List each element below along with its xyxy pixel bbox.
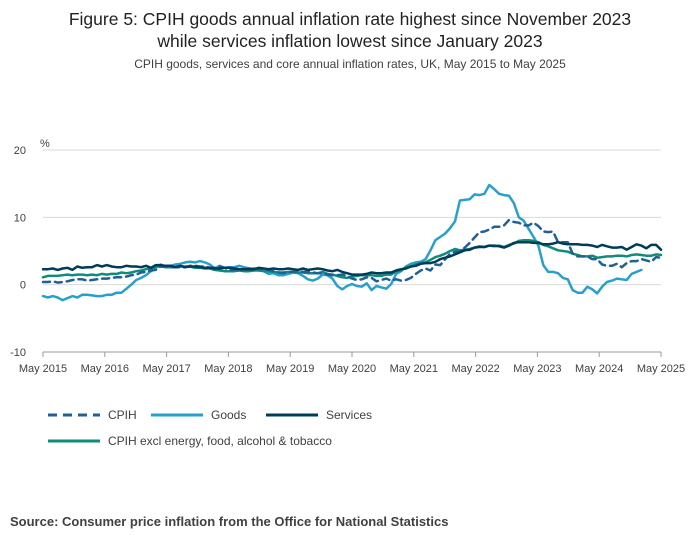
legend-swatch-cpih xyxy=(48,413,100,417)
chart-title-line-2: while services inflation lowest since Ja… xyxy=(157,31,543,51)
legend-swatch-goods xyxy=(151,413,203,417)
x-tick-label: May 2015 xyxy=(19,363,67,375)
x-tick-label: May 2019 xyxy=(266,363,314,375)
series-line-services[interactable] xyxy=(41,240,663,276)
x-tick-label: May 2025 xyxy=(637,363,685,375)
x-tick-label: May 2021 xyxy=(390,363,438,375)
legend-swatch-core xyxy=(48,439,100,443)
x-tick-label: May 2023 xyxy=(513,363,561,375)
x-tick-label: May 2024 xyxy=(575,363,623,375)
legend-item-cpih[interactable]: CPIH xyxy=(48,408,137,422)
chart-subtitle: CPIH goods, services and core annual inf… xyxy=(134,57,566,71)
series-lines xyxy=(41,183,663,302)
y-tick-label: -10 xyxy=(10,347,26,359)
legend-label-core: CPIH excl energy, food, alcohol & tobacc… xyxy=(108,434,332,448)
x-tick-label: May 2018 xyxy=(204,363,252,375)
chart-title: Figure 5: CPIH goods annual inflation ra… xyxy=(0,8,700,52)
y-tick-label: 20 xyxy=(14,145,26,157)
legend-label-goods: Goods xyxy=(211,408,247,422)
legend-swatch-services xyxy=(266,413,318,417)
x-tick-label: May 2022 xyxy=(451,363,499,375)
x-tick-label: May 2017 xyxy=(142,363,190,375)
y-axis-unit-label: % xyxy=(40,138,50,150)
legend-label-services: Services xyxy=(326,408,373,422)
chart-title-line-1: Figure 5: CPIH goods annual inflation ra… xyxy=(68,9,632,29)
y-axis-ticks: 20 10 0 -10 xyxy=(10,145,26,359)
series-line-goods[interactable] xyxy=(41,183,643,302)
x-axis: May 2015 May 2016 May 2017 May 2018 May 2019… xyxy=(19,351,685,375)
x-tick-label: May 2016 xyxy=(81,363,129,375)
legend-label-cpih: CPIH xyxy=(108,408,137,422)
y-tick-label: 10 xyxy=(14,212,26,224)
y-tick-label: 0 xyxy=(20,280,26,292)
series-line-cpih[interactable] xyxy=(41,218,663,284)
legend-item-services[interactable]: Services xyxy=(266,408,372,422)
series-line-cpih-excl-energy-food-alcohol-tobacco[interactable] xyxy=(41,238,663,280)
legend-item-core[interactable]: CPIH excl energy, food, alcohol & tobacc… xyxy=(48,434,332,448)
source-note: Source: Consumer price inflation from th… xyxy=(10,514,449,529)
legend-item-goods[interactable]: Goods xyxy=(151,408,246,422)
x-tick-label: May 2020 xyxy=(328,363,376,375)
